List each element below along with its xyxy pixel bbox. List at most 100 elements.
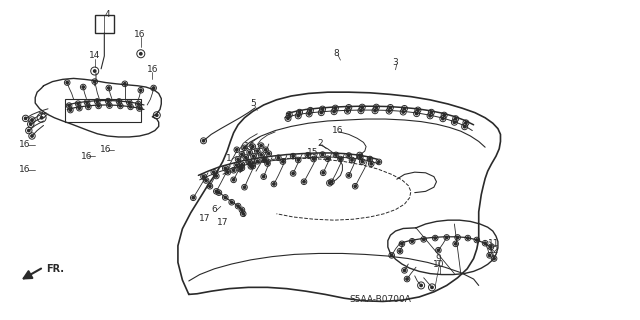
Circle shape [215,190,218,193]
Circle shape [434,237,436,239]
Text: 8: 8 [333,49,339,58]
Circle shape [417,109,419,111]
Circle shape [248,161,251,164]
Circle shape [241,153,243,156]
Circle shape [456,236,459,239]
Circle shape [402,111,404,113]
Circle shape [93,80,96,83]
Circle shape [431,286,433,289]
Circle shape [312,158,315,160]
Circle shape [124,83,126,85]
Circle shape [230,201,233,204]
Circle shape [370,163,372,165]
Circle shape [248,151,251,154]
Circle shape [118,100,120,103]
Circle shape [415,112,418,115]
Circle shape [256,160,259,163]
Circle shape [298,111,301,114]
Circle shape [107,100,109,102]
Circle shape [137,103,140,105]
Circle shape [138,107,141,110]
Circle shape [463,125,466,128]
Text: 10: 10 [433,260,444,269]
Circle shape [119,105,122,107]
Circle shape [374,109,376,112]
Circle shape [108,104,111,107]
Circle shape [40,116,43,119]
Text: S5AA-B0700A: S5AA-B0700A [350,295,412,304]
Circle shape [192,196,195,199]
Text: 16: 16 [19,165,30,174]
Circle shape [202,175,205,178]
Circle shape [86,101,88,104]
Circle shape [218,191,220,194]
Circle shape [224,196,227,199]
Circle shape [406,278,408,280]
Circle shape [266,162,269,165]
Circle shape [297,159,300,161]
Text: 16: 16 [134,30,145,39]
Circle shape [348,154,350,157]
Circle shape [490,246,492,248]
Circle shape [465,122,467,124]
Circle shape [252,155,255,157]
Circle shape [339,158,342,160]
Circle shape [129,106,132,108]
Text: 2: 2 [317,139,323,148]
Circle shape [454,117,457,120]
Circle shape [264,148,267,151]
Text: 16: 16 [81,152,92,161]
Text: 14: 14 [89,52,100,60]
Circle shape [248,161,251,164]
Circle shape [29,123,32,125]
Text: 16: 16 [147,65,158,74]
Circle shape [252,145,254,148]
Circle shape [264,159,267,161]
Circle shape [140,89,142,92]
Text: 17: 17 [199,214,211,223]
Circle shape [369,158,371,160]
Circle shape [420,284,422,287]
Circle shape [403,107,406,110]
Circle shape [82,86,84,88]
Text: 16: 16 [244,142,255,151]
Circle shape [156,114,158,116]
Circle shape [241,167,243,169]
Circle shape [307,154,309,156]
Circle shape [358,154,361,156]
Circle shape [282,160,284,163]
Text: 6: 6 [212,205,217,214]
Circle shape [292,155,294,157]
Circle shape [476,239,478,241]
Circle shape [66,81,68,84]
Circle shape [335,154,337,156]
Circle shape [401,243,403,245]
Circle shape [209,185,211,188]
Circle shape [442,117,444,120]
Text: 16: 16 [332,126,344,135]
Text: 5: 5 [250,100,255,108]
Circle shape [277,156,280,159]
Circle shape [128,101,131,104]
Circle shape [28,129,30,132]
Circle shape [361,160,364,163]
Circle shape [454,243,457,245]
Circle shape [252,165,254,167]
Circle shape [330,180,333,183]
Circle shape [326,157,329,160]
Circle shape [287,117,289,120]
Circle shape [308,113,310,115]
Circle shape [31,135,33,137]
Circle shape [429,115,431,117]
Circle shape [348,174,350,177]
Circle shape [215,175,218,177]
Circle shape [96,100,99,103]
Circle shape [78,107,81,109]
Circle shape [260,144,262,147]
Circle shape [388,110,390,112]
Circle shape [378,161,380,163]
Circle shape [69,109,72,111]
Circle shape [422,238,425,241]
Circle shape [237,158,239,161]
Circle shape [320,111,323,114]
